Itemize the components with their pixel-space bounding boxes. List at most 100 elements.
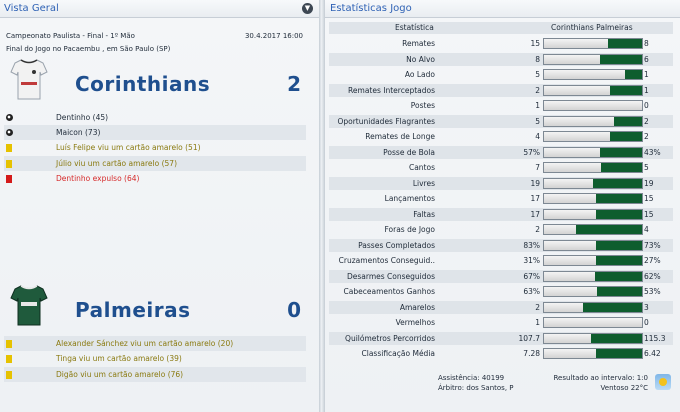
stat-away-value: 5	[644, 163, 649, 172]
stat-bar	[543, 146, 643, 158]
stat-label: Livres	[412, 178, 435, 188]
stat-label: Foras de Jogo	[384, 225, 435, 234]
stat-row: Cantos 7 5	[329, 161, 673, 174]
stat-bar	[543, 317, 643, 328]
stat-home-value: 17	[530, 209, 540, 219]
collapse-icon[interactable]: ▼	[302, 3, 313, 14]
stat-home-value: 67%	[523, 271, 540, 281]
stat-away-value: 3	[644, 302, 649, 312]
stat-bar	[543, 208, 643, 220]
stat-row: Remates Interceptados 2 1	[329, 83, 673, 97]
stat-home-value: 5	[535, 116, 540, 126]
stat-away-value: 0	[644, 318, 649, 327]
stat-bar	[543, 239, 643, 251]
stat-bar	[543, 270, 643, 282]
stat-label: Cabeceamentos Ganhos	[343, 287, 435, 296]
stat-bar	[543, 332, 643, 344]
stat-home-value: 4	[535, 132, 540, 141]
stat-home-value: 19	[530, 178, 540, 188]
stat-row: Postes 1 0	[329, 99, 673, 112]
stat-row: Oportunidades Flagrantes 5 2	[329, 114, 673, 128]
stat-bar	[543, 53, 643, 65]
stat-away-value: 2	[644, 132, 649, 141]
stat-away-value: 2	[644, 116, 649, 126]
stat-column-label: Estatística	[395, 23, 434, 32]
venue-label: Final do Jogo no Pacaembu , em São Paulo…	[6, 45, 171, 53]
stat-row: Amarelos 2 3	[329, 300, 673, 314]
yellow-card-icon	[6, 355, 12, 363]
stat-row: Lançamentos 17 15	[329, 192, 673, 205]
stat-bar-away-fill	[595, 271, 642, 281]
away-event-1: Tinga viu um cartão amarelo (39)	[4, 351, 306, 366]
home-team-name[interactable]: Corinthians	[75, 72, 211, 96]
home-shirt-icon	[10, 59, 48, 100]
away-team-name[interactable]: Palmeiras	[75, 298, 191, 322]
stat-away-value: 27%	[644, 256, 661, 265]
stat-home-value: 15	[530, 39, 540, 48]
stat-home-value: 107.7	[518, 333, 540, 343]
stat-row: Cabeceamentos Ganhos 63% 53%	[329, 285, 673, 298]
stat-label: Classificação Média	[361, 349, 435, 358]
stat-away-value: 0	[644, 101, 649, 110]
stat-label: Ao Lado	[404, 70, 435, 79]
stat-row: Livres 19 19	[329, 176, 673, 190]
stat-away-value: 43%	[644, 147, 661, 157]
attendance-label: Assistência: 40199	[438, 374, 505, 382]
panel-splitter[interactable]	[319, 0, 325, 412]
stat-away-value: 15	[644, 209, 654, 219]
stat-row: Quilómetros Percorridos 107.7 115.3	[329, 331, 673, 345]
yellow-card-icon	[6, 371, 12, 379]
stat-bar	[543, 115, 643, 127]
stat-bar-away-fill	[596, 240, 642, 250]
stat-label: Posse de Bola	[383, 147, 435, 157]
stat-home-value: 63%	[523, 287, 540, 296]
stat-home-value: 7	[535, 163, 540, 172]
stat-away-value: 73%	[644, 240, 661, 250]
stat-label: Vermelhos	[395, 318, 435, 327]
overview-panel: Vista Geral ▼ Campeonato Paulista - Fina…	[0, 0, 319, 412]
stat-home-value: 1	[535, 101, 540, 110]
stat-row: Remates de Longe 4 2	[329, 130, 673, 143]
stat-bar-away-fill	[608, 39, 642, 48]
stat-bar	[543, 193, 643, 204]
home-event-0: Dentinho (45)	[4, 110, 306, 125]
red-card-icon	[6, 175, 12, 183]
stat-away-value: 62%	[644, 271, 661, 281]
stat-home-value: 57%	[523, 147, 540, 157]
stat-bar	[543, 348, 643, 359]
stat-bar-away-fill	[600, 54, 642, 64]
stats-column-header: Estatística Corinthians Palmeiras	[329, 22, 673, 34]
stat-bar	[543, 286, 643, 297]
stat-home-value: 8	[535, 54, 540, 64]
stat-bar	[543, 84, 643, 96]
stat-row: Foras de Jogo 2 4	[329, 223, 673, 236]
stat-bar-away-fill	[596, 256, 642, 265]
stat-label: Cantos	[408, 163, 435, 172]
stat-home-value: 1	[535, 318, 540, 327]
stat-bar	[543, 255, 643, 266]
home-event-1: Maicon (73)	[4, 125, 306, 140]
stat-row: No Alvo 8 6	[329, 52, 673, 66]
stat-home-value: 2	[535, 85, 540, 95]
stat-bar	[543, 162, 643, 173]
overview-title: Vista Geral	[4, 3, 59, 14]
overview-header: Vista Geral ▼	[0, 0, 319, 18]
stat-bar	[543, 38, 643, 49]
stat-label: Cruzamentos Conseguid..	[338, 256, 435, 265]
stat-away-value: 4	[644, 225, 649, 234]
away-event-2: Digão viu um cartão amarelo (76)	[4, 367, 306, 382]
stat-home-value: 5	[535, 70, 540, 79]
stat-bar-away-fill	[601, 163, 642, 172]
stat-label: Passes Completados	[358, 240, 435, 250]
stat-bar	[543, 100, 643, 111]
home-event-3: Júlio viu um cartão amarelo (57)	[4, 156, 306, 171]
stat-bar-away-fill	[610, 132, 642, 141]
stat-row: Ao Lado 5 1	[329, 68, 673, 81]
home-team-score: 2	[287, 72, 301, 96]
stats-title: Estatísticas Jogo	[330, 3, 412, 14]
stat-bar-away-fill	[593, 178, 642, 188]
stat-bar-away-fill	[576, 225, 642, 234]
stat-label: Amarelos	[399, 302, 435, 312]
stat-row: Vermelhos 1 0	[329, 316, 673, 329]
stat-home-value: 31%	[523, 256, 540, 265]
